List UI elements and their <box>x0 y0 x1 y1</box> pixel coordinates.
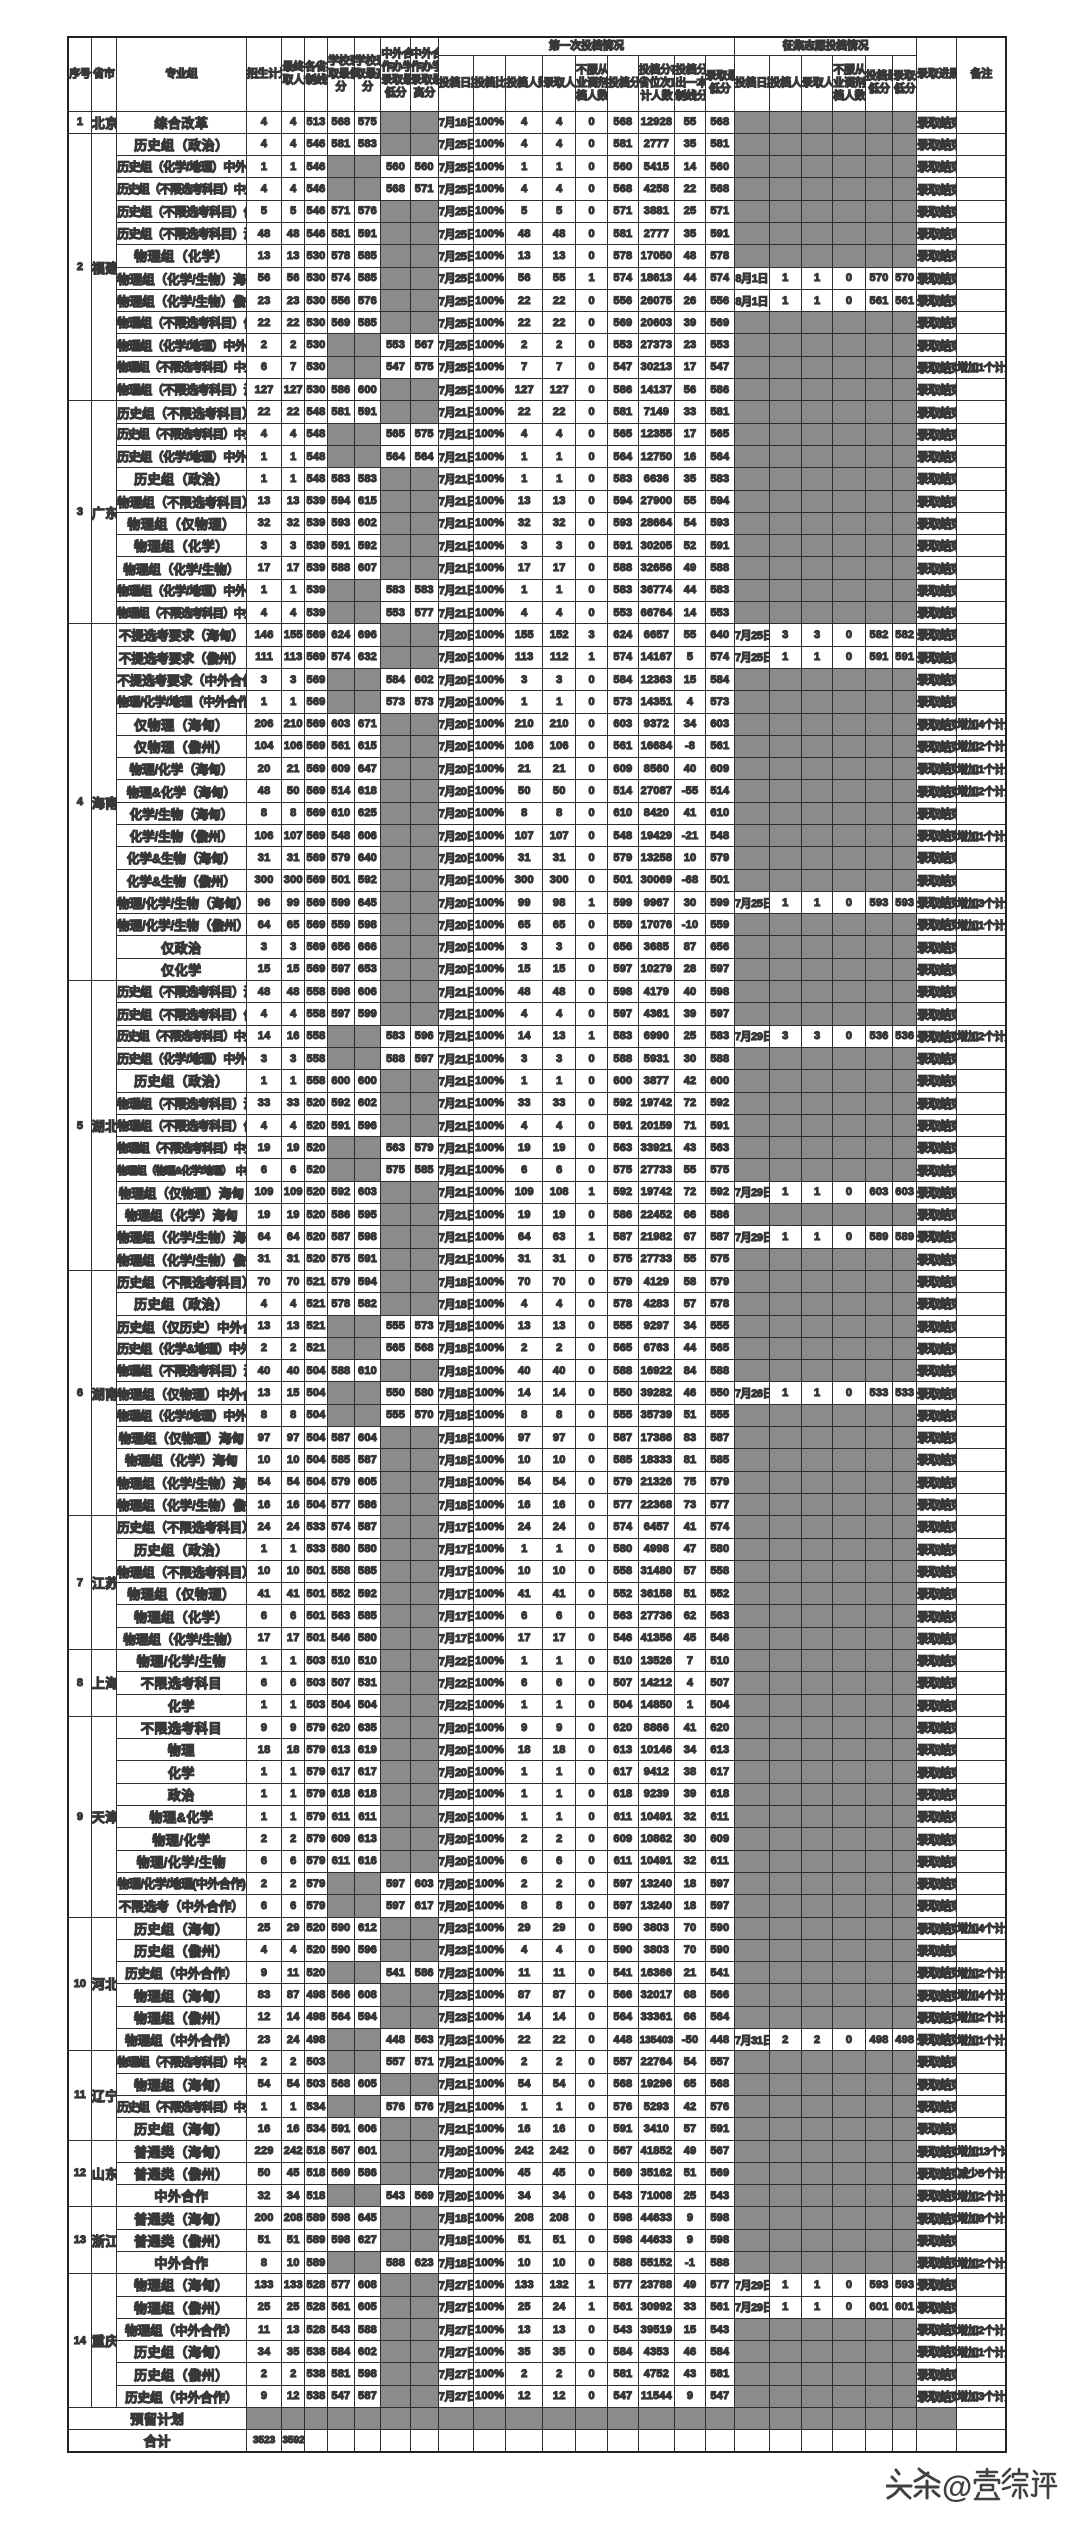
svg-text:@: @ <box>942 2469 972 2503</box>
